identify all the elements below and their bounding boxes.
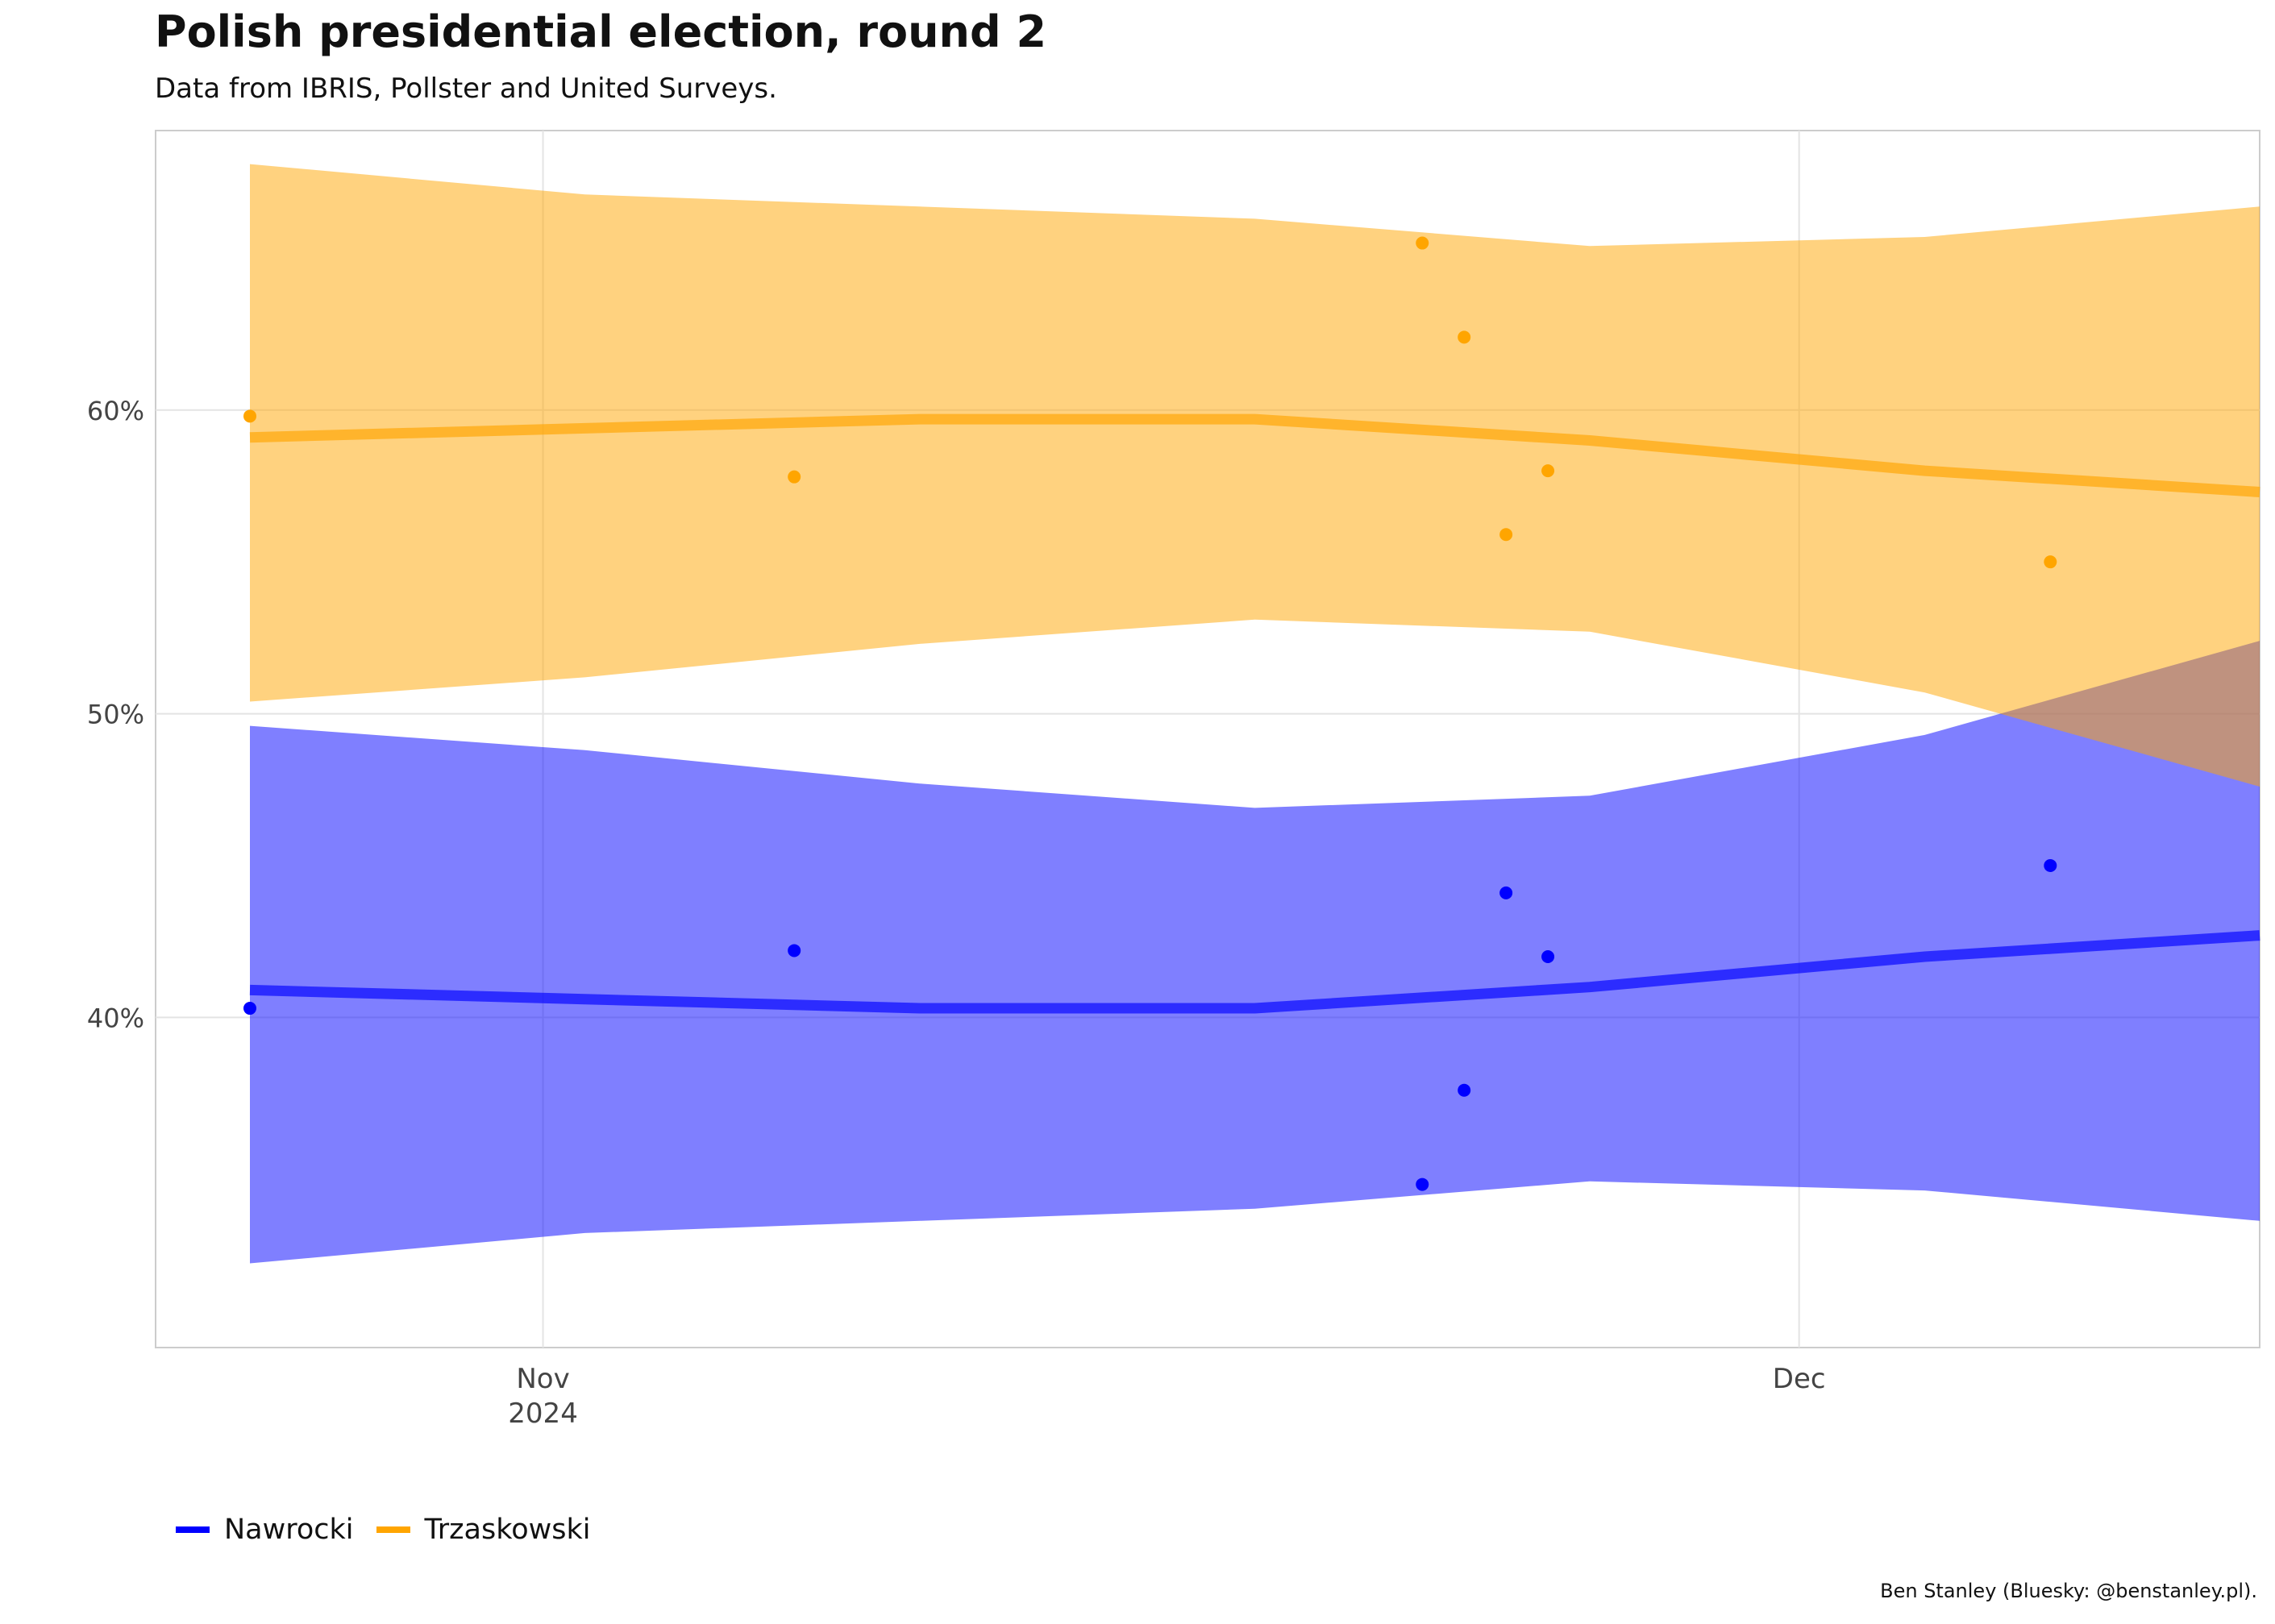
x-tick-label: Nov	[516, 1363, 569, 1395]
poll-point-trzaskowski	[2044, 555, 2057, 569]
poll-point-nawrocki	[2044, 858, 2057, 872]
legend-key-trzaskowski	[376, 1526, 410, 1533]
y-tick-label: 60%	[87, 396, 144, 426]
poll-point-nawrocki	[243, 1002, 256, 1016]
poll-point-trzaskowski	[788, 470, 801, 484]
y-tick-label: 50%	[87, 700, 144, 730]
poll-point-trzaskowski	[1499, 528, 1513, 542]
trend-line-trzaskowski	[249, 413, 2260, 497]
ribbon-nawrocki	[250, 641, 2260, 1264]
poll-point-nawrocki	[1499, 886, 1513, 899]
chart-title: Polish presidential election, round 2	[155, 6, 1047, 57]
poll-point-trzaskowski	[243, 409, 256, 423]
line-layer	[249, 413, 2260, 1014]
legend-label-trzaskowski: Trzaskowski	[424, 1514, 591, 1546]
legend-key-nawrocki	[176, 1526, 210, 1533]
chart-subtitle: Data from IBRIS, Pollster and United Sur…	[155, 73, 777, 105]
point-layer	[243, 236, 2057, 1191]
poll-point-trzaskowski	[1458, 330, 1471, 344]
legend: Nawrocki Trzaskowski	[176, 1514, 591, 1546]
legend-item-nawrocki: Nawrocki	[176, 1514, 354, 1546]
poll-point-trzaskowski	[1541, 464, 1555, 478]
legend-label-nawrocki: Nawrocki	[224, 1514, 354, 1546]
poll-point-trzaskowski	[1416, 236, 1429, 250]
trend-line-nawrocki	[249, 930, 2260, 1014]
x-tick-label: Dec	[1773, 1363, 1826, 1395]
poll-point-nawrocki	[788, 944, 801, 957]
poll-point-nawrocki	[1541, 949, 1555, 963]
x-tick-label: 2024	[508, 1398, 578, 1430]
legend-item-trzaskowski: Trzaskowski	[376, 1514, 591, 1546]
ribbon-trzaskowski	[250, 164, 2260, 787]
poll-point-nawrocki	[1458, 1083, 1471, 1097]
y-tick-label: 40%	[87, 1003, 144, 1033]
ribbon-layer	[250, 164, 2260, 1264]
caption: Ben Stanley (Bluesky: @benstanley.pl).	[1880, 1580, 2257, 1602]
poll-point-nawrocki	[1416, 1178, 1429, 1191]
